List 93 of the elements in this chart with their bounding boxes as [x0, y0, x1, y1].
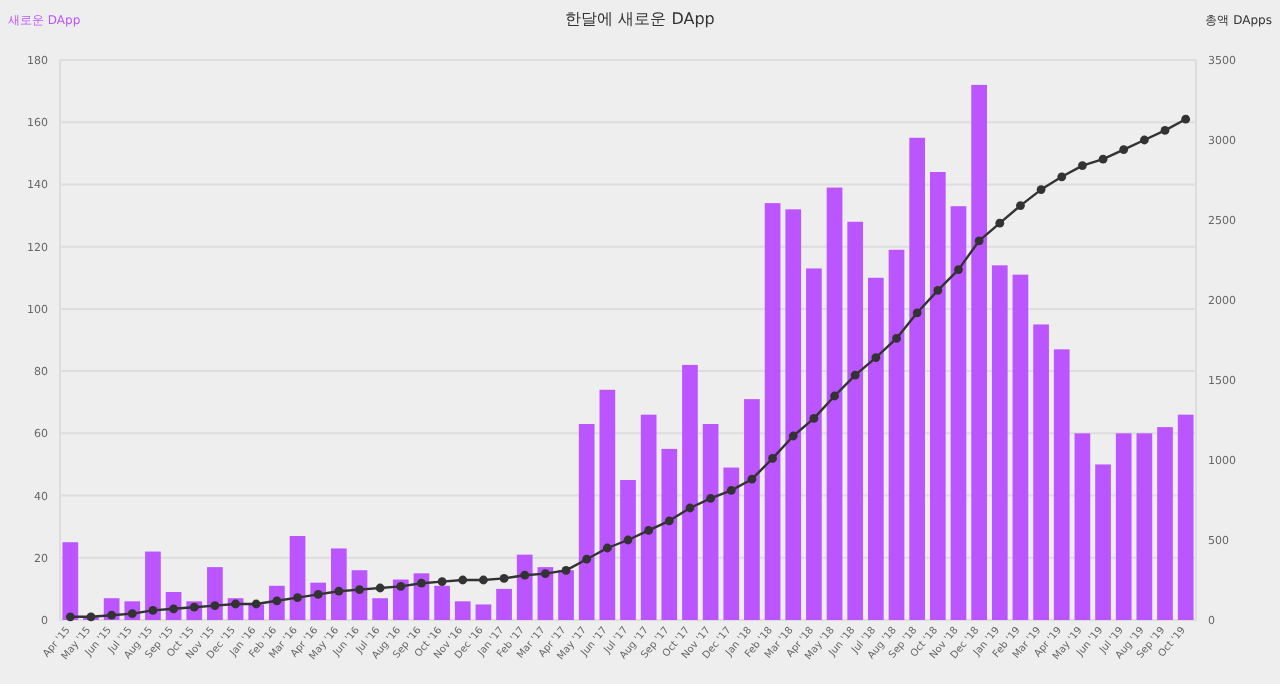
point [293, 593, 302, 602]
point [623, 535, 633, 545]
point [458, 575, 468, 585]
point [685, 503, 695, 513]
bar [372, 598, 388, 620]
bar [1053, 349, 1070, 620]
bar [1033, 324, 1049, 620]
point [706, 494, 716, 503]
bar [991, 265, 1008, 620]
bar [744, 399, 760, 620]
bar [806, 268, 822, 620]
point [768, 454, 777, 463]
chart-title: 한달에 새로운 DApp [565, 10, 715, 28]
bar [537, 567, 554, 620]
point [1078, 161, 1087, 170]
point [1057, 172, 1067, 182]
point [871, 353, 881, 362]
point [1036, 185, 1046, 194]
point [65, 612, 75, 622]
bar [847, 221, 864, 620]
bar [826, 187, 843, 620]
point [417, 578, 426, 588]
point [664, 516, 674, 526]
point [912, 308, 922, 318]
bar [1136, 433, 1153, 620]
bar [868, 277, 884, 620]
bar [145, 551, 161, 620]
bar [929, 172, 946, 620]
point [396, 582, 406, 591]
point [954, 265, 963, 274]
bar [516, 554, 533, 620]
point [726, 486, 736, 495]
bar [888, 249, 905, 620]
bar [454, 601, 471, 620]
point [355, 585, 364, 594]
point [334, 586, 344, 596]
point [251, 599, 261, 609]
point [788, 431, 798, 441]
bar [558, 570, 574, 620]
bar [289, 536, 306, 620]
point [561, 566, 571, 575]
point [830, 391, 839, 401]
point [1016, 201, 1025, 210]
bar [640, 414, 657, 620]
bar [475, 604, 492, 620]
bar [764, 203, 781, 620]
bar [909, 137, 926, 620]
point [479, 575, 488, 585]
point [809, 414, 819, 423]
point [540, 569, 550, 578]
bar [578, 424, 595, 620]
bar [1115, 433, 1132, 620]
point [602, 543, 612, 553]
point [1160, 126, 1170, 135]
point [520, 570, 530, 580]
point [747, 474, 757, 484]
bar [496, 588, 512, 620]
bar [1095, 464, 1111, 620]
bar [723, 467, 740, 620]
bar [620, 480, 636, 620]
bar [702, 424, 719, 620]
point [995, 218, 1005, 228]
point [974, 236, 984, 246]
bar [1157, 427, 1173, 620]
bar [950, 206, 967, 620]
point [375, 583, 385, 593]
bar [1012, 274, 1029, 620]
bar [434, 585, 450, 620]
point [850, 370, 860, 380]
point [313, 590, 323, 599]
point [148, 606, 158, 615]
bar [682, 364, 698, 620]
point [437, 577, 447, 586]
bar [62, 542, 79, 620]
point [933, 286, 943, 295]
point [1098, 154, 1108, 164]
point [107, 610, 117, 620]
point [499, 574, 509, 583]
bar [971, 84, 987, 620]
point [892, 334, 901, 343]
bar [1177, 414, 1194, 620]
point [1119, 145, 1129, 154]
point [1181, 114, 1191, 124]
bar [785, 209, 802, 620]
bar [330, 548, 347, 620]
bar [1074, 433, 1091, 620]
point [644, 526, 654, 535]
point [210, 601, 220, 610]
point [1139, 135, 1149, 145]
point [582, 554, 592, 564]
bar [661, 448, 678, 620]
bar [207, 567, 223, 620]
bar [599, 389, 616, 620]
